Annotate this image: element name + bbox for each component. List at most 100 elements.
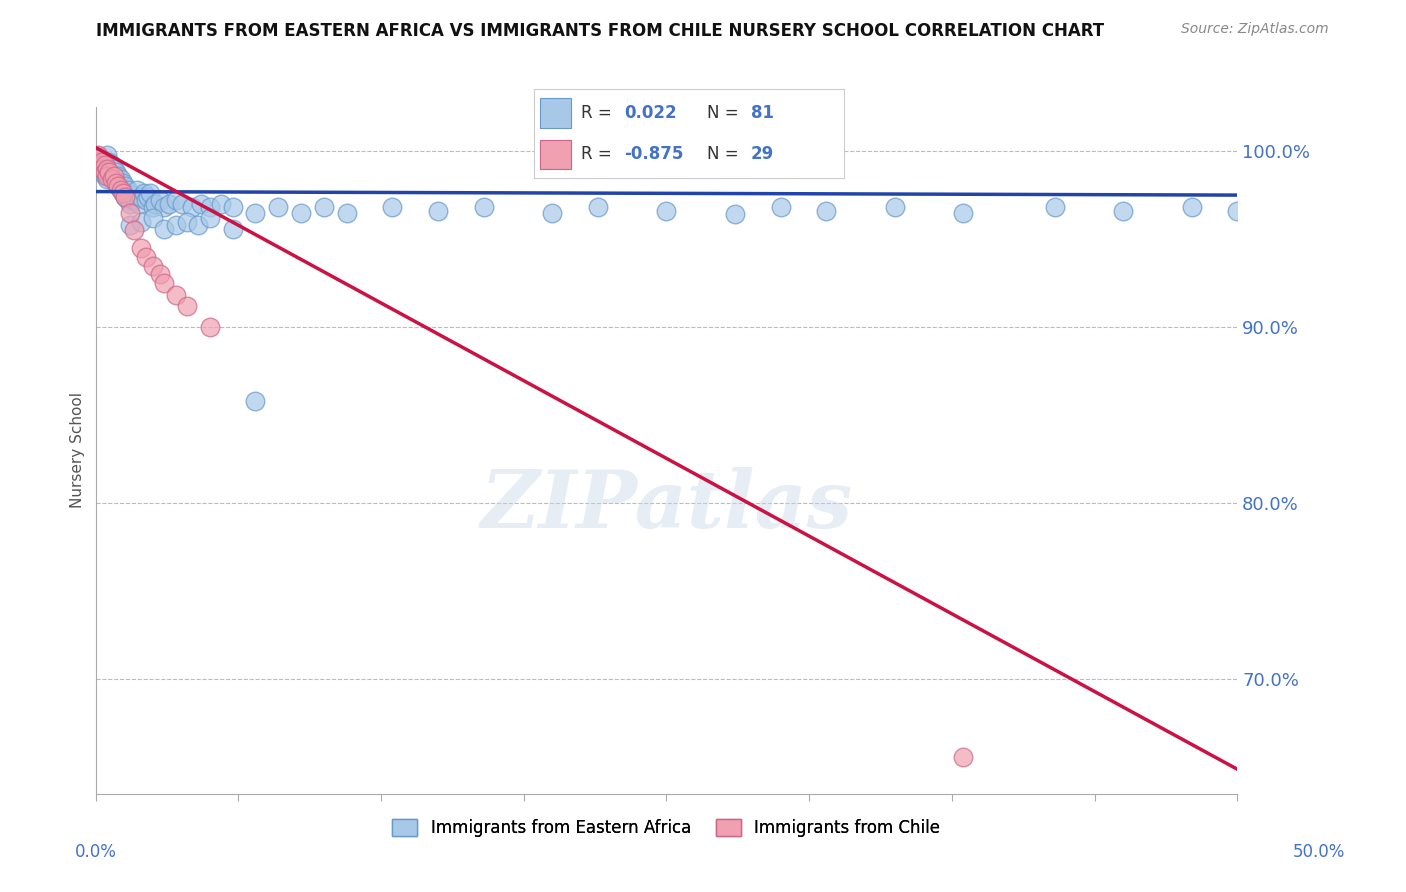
Point [111, 186, 134, 201]
Point [105, 176, 128, 190]
Text: 0.022: 0.022 [624, 104, 676, 122]
Point [769, 201, 792, 215]
Point [198, 320, 221, 334]
Point [541, 205, 564, 219]
Point [139, 186, 162, 201]
Point [117, 183, 139, 197]
Point [87, 149, 110, 163]
Point [586, 201, 609, 215]
Point [118, 205, 141, 219]
Point [96, 147, 118, 161]
Point [103, 169, 125, 183]
Point [165, 288, 187, 302]
Point [93, 158, 115, 172]
Point [143, 197, 166, 211]
Point [103, 172, 125, 186]
Point [121, 188, 143, 202]
Point [107, 169, 129, 183]
Point [132, 186, 155, 201]
Point [165, 194, 187, 208]
Point [176, 214, 198, 228]
Point [111, 186, 134, 201]
Point [129, 214, 152, 228]
Point [190, 197, 212, 211]
Point [105, 176, 128, 190]
Point [98, 165, 121, 179]
Point [114, 190, 136, 204]
Point [883, 201, 905, 215]
Point [124, 194, 146, 208]
Point [114, 190, 136, 204]
Point [110, 172, 132, 186]
Point [87, 156, 110, 170]
Point [105, 165, 128, 179]
Point [96, 161, 118, 176]
Text: N =: N = [707, 104, 744, 122]
Point [107, 179, 129, 194]
Text: N =: N = [707, 145, 744, 163]
Point [209, 197, 232, 211]
Point [952, 750, 974, 764]
Point [118, 197, 141, 211]
Point [153, 201, 176, 215]
Point [96, 169, 118, 183]
Text: 29: 29 [751, 145, 775, 163]
Point [136, 190, 159, 204]
Point [153, 221, 176, 235]
Point [172, 197, 194, 211]
Text: R =: R = [581, 104, 617, 122]
Point [655, 203, 678, 218]
Point [93, 169, 115, 183]
Text: 81: 81 [751, 104, 773, 122]
Point [91, 154, 114, 169]
Point [180, 201, 202, 215]
Point [111, 176, 134, 190]
Text: Source: ZipAtlas.com: Source: ZipAtlas.com [1181, 22, 1329, 37]
Point [110, 183, 132, 197]
Point [472, 201, 495, 215]
Point [91, 161, 114, 176]
Point [98, 165, 121, 179]
Point [815, 203, 838, 218]
Point [93, 158, 115, 172]
Point [89, 151, 111, 165]
Point [1181, 201, 1204, 215]
Point [91, 165, 114, 179]
Point [245, 205, 267, 219]
Point [117, 194, 139, 208]
Point [135, 194, 157, 208]
Point [336, 205, 359, 219]
Point [1112, 203, 1135, 218]
Point [129, 241, 152, 255]
Text: -0.875: -0.875 [624, 145, 683, 163]
Point [124, 223, 146, 237]
Point [98, 154, 121, 169]
Point [89, 161, 111, 176]
Point [267, 201, 290, 215]
Point [221, 201, 243, 215]
Point [952, 205, 974, 219]
Point [91, 154, 114, 169]
Point [87, 154, 110, 169]
Point [89, 158, 111, 172]
Point [221, 221, 243, 235]
Point [427, 203, 450, 218]
Point [153, 276, 176, 290]
Point [142, 201, 165, 215]
Text: IMMIGRANTS FROM EASTERN AFRICA VS IMMIGRANTS FROM CHILE NURSERY SCHOOL CORRELATI: IMMIGRANTS FROM EASTERN AFRICA VS IMMIGR… [96, 22, 1104, 40]
Point [89, 151, 111, 165]
Point [114, 179, 136, 194]
Point [135, 250, 157, 264]
Point [100, 158, 122, 172]
Point [118, 218, 141, 232]
Point [198, 201, 221, 215]
Point [1226, 203, 1249, 218]
Point [1043, 201, 1066, 215]
Point [110, 183, 132, 197]
Point [198, 211, 221, 225]
Text: ZIPatlas: ZIPatlas [481, 467, 852, 544]
Point [157, 197, 180, 211]
Text: 0.0%: 0.0% [75, 843, 117, 861]
Point [176, 299, 198, 313]
Point [312, 201, 335, 215]
